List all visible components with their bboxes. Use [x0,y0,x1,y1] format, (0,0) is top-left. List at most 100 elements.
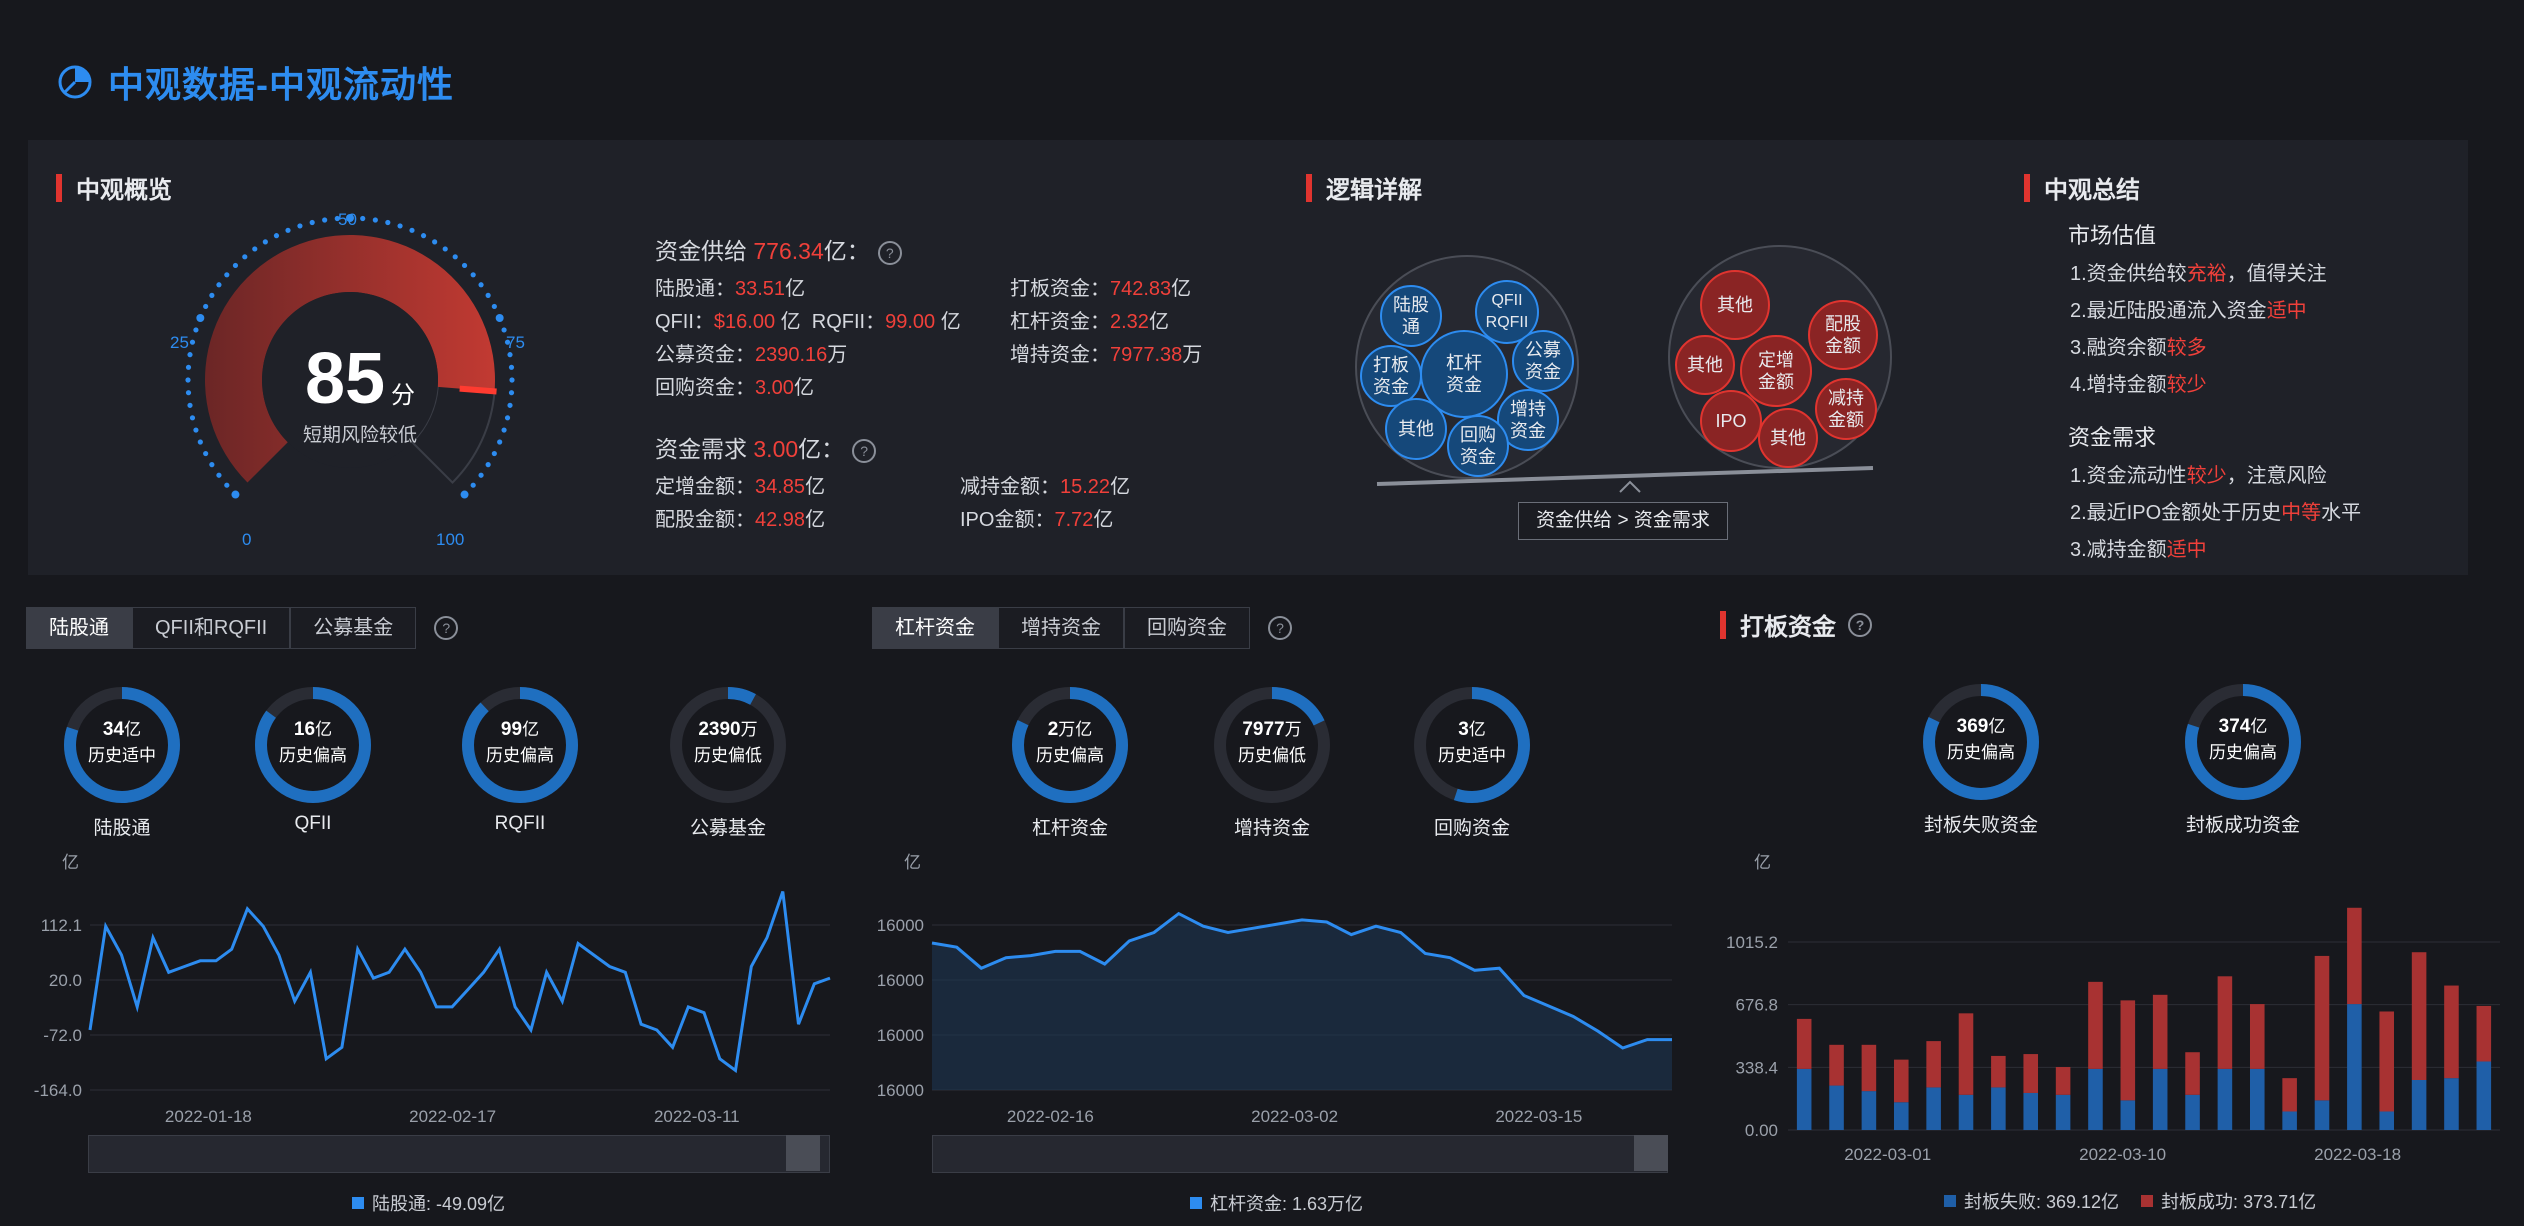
panel2-tabs: 杠杆资金 增持资金 回购资金 ? [872,607,1292,649]
help-icon[interactable]: ? [852,438,877,463]
market-summary-item-4: 4.增持金额较少 [2070,374,2207,396]
ring-fill [1923,684,2039,800]
help-icon[interactable]: ? [434,616,459,640]
ring-value: 2万亿 历史偏高 [1036,719,1104,765]
tab-increase[interactable]: 增持资金 [998,607,1124,649]
panel1-legend: 陆股通: -49.09亿 [352,1190,505,1216]
ring-gauge [458,683,582,807]
bar [2282,1111,2297,1130]
help-icon[interactable]: ? [877,240,902,265]
bar [2347,907,2362,1005]
supply-item-qfii: QFII：$16.00 亿 RQFII：99.00 亿 [655,311,961,333]
ring-value: 16亿 历史偏高 [279,719,347,765]
y-tick-label: -72.0 [43,1026,82,1045]
scroll-handle-icon[interactable] [786,1135,820,1171]
demand-summary-title: 资金需求 [2068,425,2157,450]
y-tick-label: 16000 [877,971,924,990]
bar [2249,1004,2265,1069]
ring-label: 回购资金 [1433,818,1510,839]
supply-item-hgt: 陆股通：33.51亿 [655,278,806,300]
ring-fill [670,687,786,803]
svg-text:亿: 亿 [62,853,79,872]
bar [1991,1087,2006,1130]
y-tick-label: 16000 [877,916,924,935]
bar [2476,1061,2492,1130]
help-icon[interactable]: ? [1848,612,1872,637]
demand-summary-item-1: 1.资金流动性较少，注意风险 [2070,465,2327,487]
x-tick-label: 2022-03-01 [1844,1145,1931,1164]
bar [1861,1044,1877,1092]
tab-buyback[interactable]: 回购资金 [1124,607,1250,649]
series-line [931,911,1672,1050]
supply-item-daban: 打板资金：742.83亿 [1010,278,1192,300]
help-icon[interactable]: ? [1268,616,1292,640]
bar [1958,1013,1974,1095]
x-tick-label: 2022-01-18 [165,1107,252,1126]
bar [2379,1111,2395,1130]
tab-qfii[interactable]: QFII和RQFII [132,607,291,649]
daban-title: 打板资金? [1720,607,1872,642]
bar [2185,1094,2200,1130]
gauge-score: 85 分 [304,339,416,419]
bubble-daban: 打板 资金 [1360,345,1422,407]
demand-item-ipo: IPO金额：7.72亿 [960,509,1114,531]
bar [2476,1005,2492,1062]
series-area [932,913,1672,1090]
panel1-tabs: 陆股通 QFII和RQFII 公募基金 ? [26,607,459,649]
bar [1893,1102,1909,1130]
bar [2379,1011,2395,1112]
ring-gauge [1919,680,2043,804]
bubble-ipo: IPO [1700,390,1762,452]
market-summary-item-1: 1.资金供给较充裕，值得关注 [2070,263,2327,285]
y-tick-label: -164.0 [34,1081,82,1100]
demand-item-rights: 配股金额：42.98亿 [655,509,826,531]
bubble-other-supply: 其他 [1385,398,1447,460]
ring-fill [64,687,180,803]
bar [2055,1094,2071,1130]
bar [1991,1055,2006,1088]
bar [2185,1052,2200,1095]
ring-gauge [2181,680,2305,804]
tab-hgt[interactable]: 陆股通 [26,607,132,649]
ring-gauge [1410,683,1534,807]
bar [2055,1067,2071,1095]
y-tick-label: 20.0 [49,971,82,990]
leverage-area-chart: 亿 16000 16000 16000 16000 2022-02-16 2022-03-0… [877,853,1672,1126]
scroll-handle-icon[interactable] [1634,1135,1668,1171]
ring-value: 374亿 历史偏高 [2209,716,2277,762]
tab-leverage[interactable]: 杠杆资金 [872,607,998,649]
page-header: 中观数据-中观流动性 [56,56,454,108]
logic-title: 逻辑详解 [1306,170,1422,205]
bar [2088,1068,2103,1130]
panel1-scroll-bar[interactable] [88,1135,830,1173]
bar [2282,1078,2297,1112]
series-line [88,891,831,1074]
bubble-other-3: 其他 [1758,408,1818,468]
page-title: 中观数据-中观流动性 [108,64,454,105]
ring-gauge [1210,683,1334,807]
hgt-line-chart: 亿 112.1 20.0 -72.0 -164.0 2022-01-18 2022-02-1… [34,853,831,1126]
ring-fill [1012,687,1128,803]
bubble-fund: 公募 资金 [1512,330,1574,392]
y-tick-label: 16000 [877,1081,924,1100]
gauge-tick-75: 75 [506,333,525,352]
ring-gauge [666,683,790,807]
bar [2217,1068,2233,1130]
bar [2120,1000,2136,1101]
gauge-tick-0: 0 [242,530,252,549]
ring-label: 公募基金 [689,818,766,839]
panel2-scroll-bar[interactable] [932,1135,1668,1173]
bar [2152,1068,2168,1130]
ring-label: RQFII [494,813,546,834]
y-tick-label: 1015.2 [1726,933,1778,952]
tab-fund[interactable]: 公募基金 [290,607,417,649]
bar [2347,1004,2362,1130]
gauge-tick-50: 50 [338,210,357,229]
ring-value: 3亿 历史适中 [1438,719,1506,765]
gauge-tick-25: 25 [170,333,189,352]
ring-value: 34亿 历史适中 [88,719,156,765]
bubble-placement: 定增 金额 [1740,335,1812,407]
bar [1958,1094,1974,1130]
bar [2411,1080,2427,1130]
x-tick-label: 2022-03-11 [654,1107,740,1126]
